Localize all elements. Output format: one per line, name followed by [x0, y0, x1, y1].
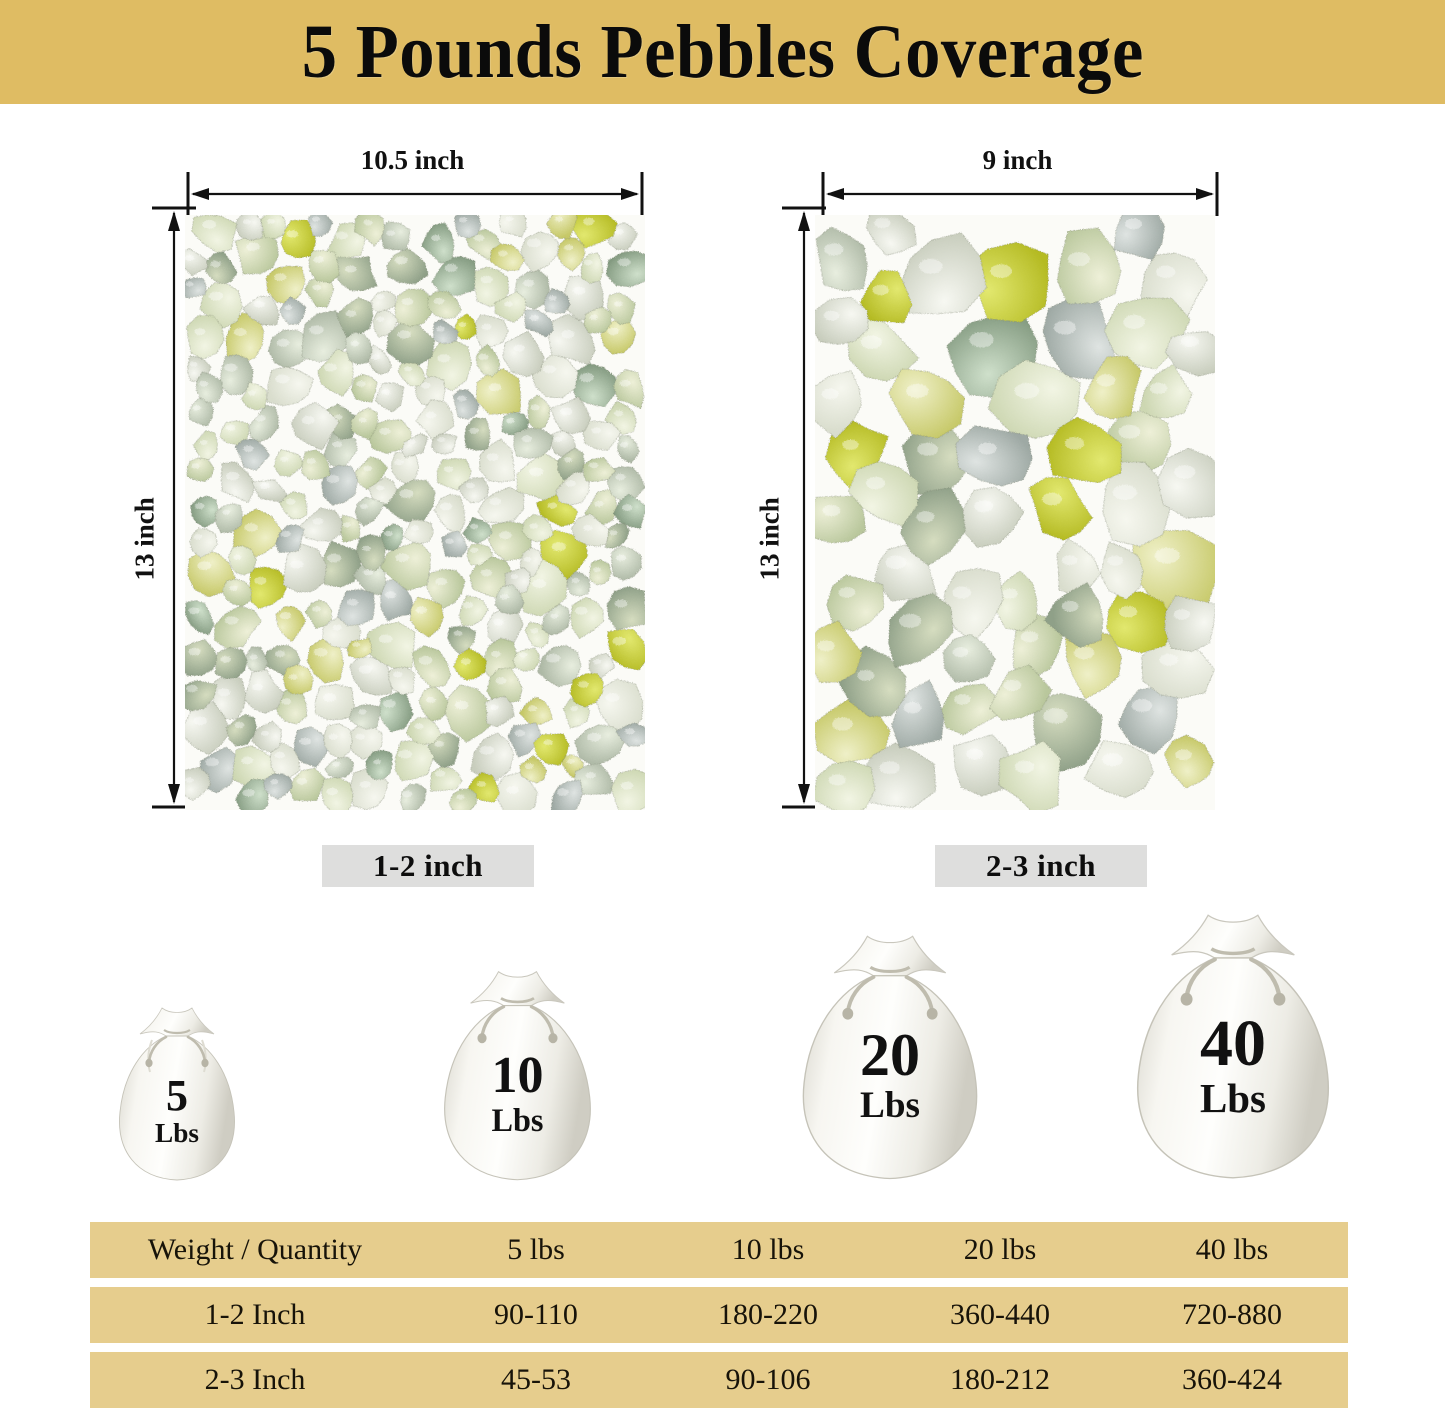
right-panel-width-label: 9 inch	[982, 145, 1053, 175]
sack-10-lbs: 10 Lbs	[425, 962, 610, 1187]
right-panel-width-arrow	[821, 172, 1219, 216]
pebble-field-2-3-inch	[815, 215, 1215, 810]
table-row: 1-2 Inch 90-110 180-220 360-440 720-880	[90, 1287, 1348, 1343]
pebble-texture-large	[815, 215, 1215, 810]
cell-2-3-inch-20lbs: 180-212	[950, 1363, 1050, 1396]
sack-20-lbs: 20 Lbs	[780, 925, 1000, 1187]
pebble-texture-small	[185, 215, 645, 810]
sack-5-lbs: 5 Lbs	[104, 1000, 250, 1186]
sack-40-lbs: 40 Lbs	[1112, 903, 1354, 1187]
cell-2-3-inch-5lbs: 45-53	[501, 1363, 571, 1396]
sack-illustration	[444, 970, 591, 1181]
sack-illustration	[1136, 914, 1330, 1179]
left-panel-width-label: 10.5 inch	[360, 145, 465, 175]
row-label-2-3-inch: 2-3 Inch	[204, 1363, 306, 1396]
coverage-table: Weight / Quantity 5 lbs 10 lbs 20 lbs 40…	[90, 1222, 1348, 1408]
table-header-40lbs: 40 lbs	[1195, 1233, 1269, 1266]
left-panel-height-arrow	[152, 206, 196, 809]
page-title: 5 Pounds Pebbles Coverage	[301, 10, 1144, 94]
cell-1-2-inch-20lbs: 360-440	[950, 1298, 1050, 1331]
size-chip-1-2-inch: 1-2 inch	[322, 845, 534, 887]
sack-illustration	[119, 1007, 235, 1181]
cell-2-3-inch-40lbs: 360-424	[1182, 1363, 1282, 1396]
cell-1-2-inch-5lbs: 90-110	[494, 1298, 578, 1331]
table-header-5lbs: 5 lbs	[507, 1233, 565, 1266]
size-chip-2-3-inch: 2-3 inch	[935, 845, 1147, 887]
left-panel-width-arrow	[186, 172, 644, 216]
table-header-label: Weight / Quantity	[147, 1233, 363, 1266]
sack-illustration	[802, 935, 978, 1180]
pebble-field-1-2-inch	[185, 215, 645, 810]
cell-1-2-inch-40lbs: 720-880	[1182, 1298, 1282, 1331]
cell-1-2-inch-10lbs: 180-220	[718, 1298, 818, 1331]
row-label-1-2-inch: 1-2 Inch	[204, 1298, 306, 1331]
header-banner: 5 Pounds Pebbles Coverage	[0, 0, 1445, 104]
table-header-10lbs: 10 lbs	[731, 1233, 805, 1266]
table-header-row: Weight / Quantity 5 lbs 10 lbs 20 lbs 40…	[90, 1222, 1348, 1278]
cell-2-3-inch-10lbs: 90-106	[725, 1363, 811, 1396]
table-row: 2-3 Inch 45-53 90-106 180-212 360-424	[90, 1352, 1348, 1408]
table-header-20lbs: 20 lbs	[963, 1233, 1037, 1266]
